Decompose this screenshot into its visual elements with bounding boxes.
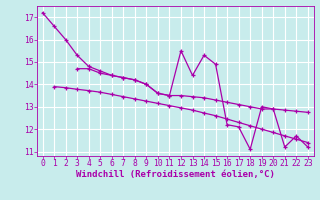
X-axis label: Windchill (Refroidissement éolien,°C): Windchill (Refroidissement éolien,°C) [76,170,275,179]
